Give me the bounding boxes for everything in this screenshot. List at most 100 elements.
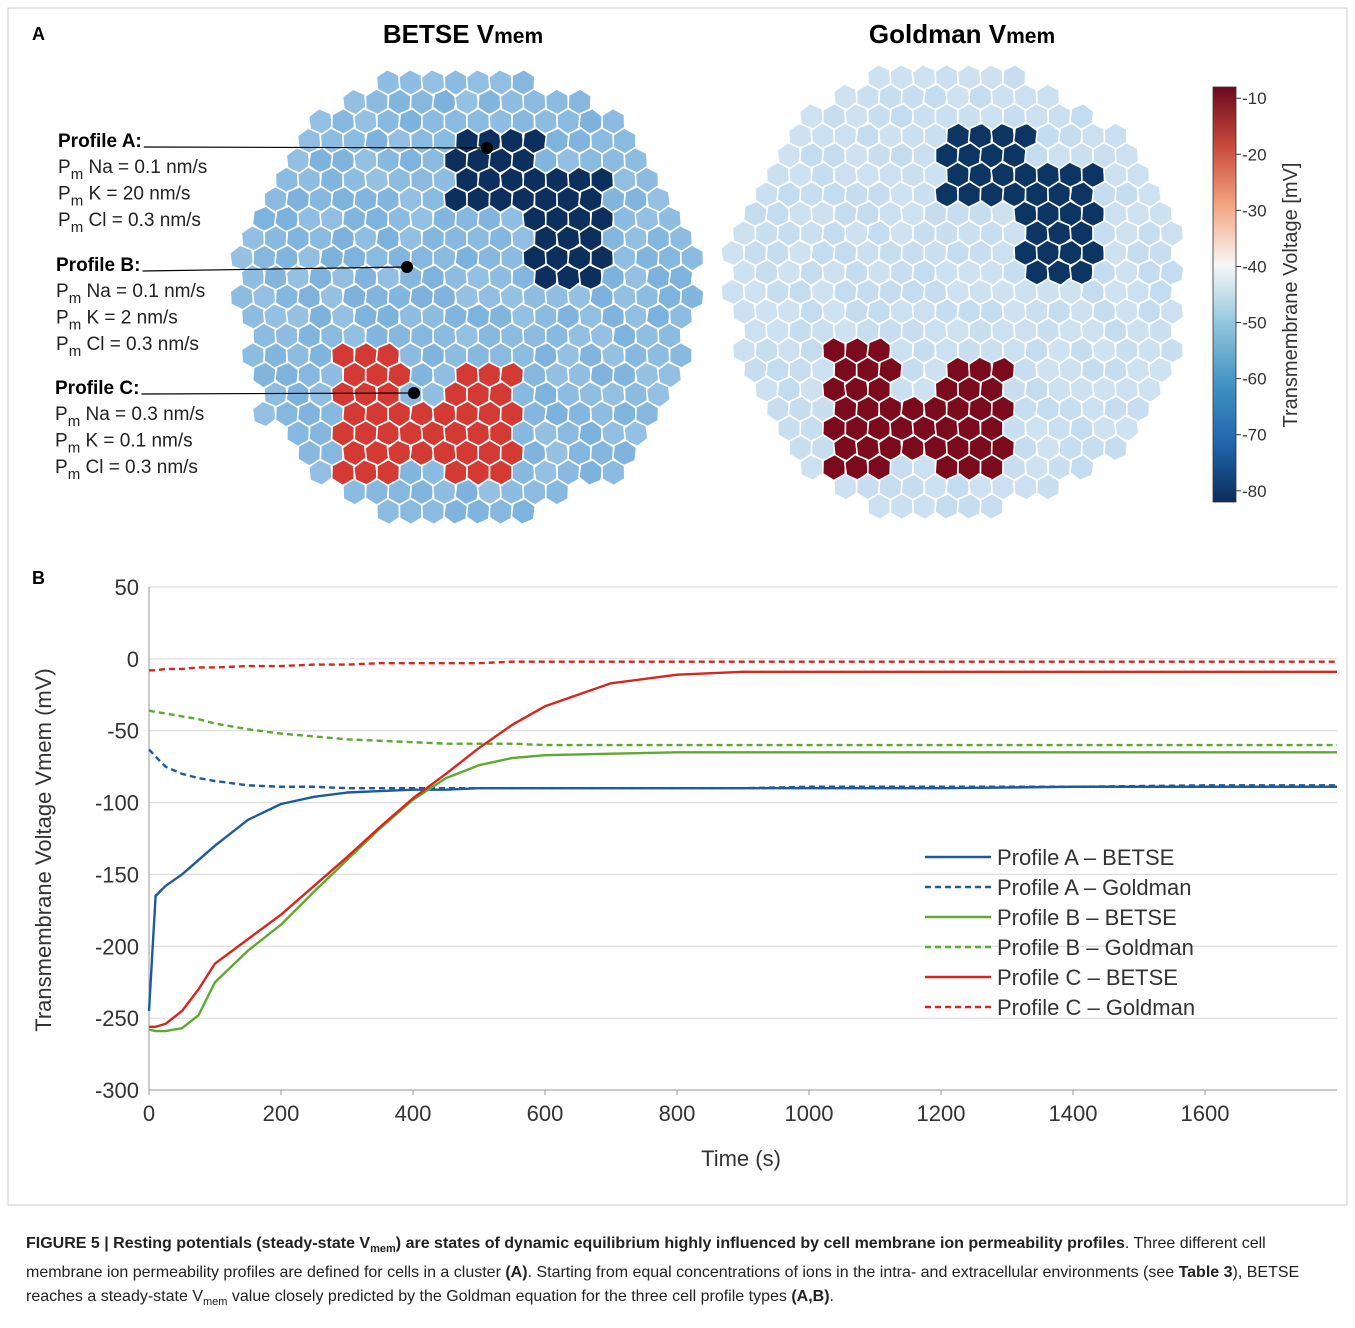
permeability-text: Na = 0.1 nm/s bbox=[81, 281, 205, 302]
caption-run: ), BETSE reaches a steady-state V bbox=[26, 1264, 1300, 1306]
symbol: P bbox=[55, 404, 68, 425]
x-tick-label: 200 bbox=[263, 1101, 300, 1126]
colorbar: -10 -20 -30 -40 -50 -60 -70 -80 Transmembrane Vo… bbox=[1212, 86, 1302, 503]
symbol-sub: m bbox=[71, 219, 84, 236]
symbol: P bbox=[58, 210, 71, 231]
y-tick-label: -50 bbox=[107, 719, 139, 744]
symbol-sub: m bbox=[71, 166, 84, 183]
permeability-line: Pm Cl = 0.3 nm/s bbox=[55, 457, 198, 483]
permeability-line: Pm K = 0.1 nm/s bbox=[55, 431, 193, 457]
caption-run: . Starting from equal concentrations of … bbox=[527, 1264, 1179, 1282]
permeability-line: Pm Cl = 0.3 nm/s bbox=[56, 334, 199, 360]
symbol-sub: m bbox=[68, 440, 81, 457]
colorbar-tick-label: -70 bbox=[1242, 426, 1267, 445]
y-tick-label: -250 bbox=[95, 1006, 139, 1031]
map-title-text: BETSE V bbox=[383, 19, 495, 49]
map-title: Goldman Vmem bbox=[869, 19, 1055, 49]
x-tick-label: 400 bbox=[395, 1101, 432, 1126]
symbol: P bbox=[56, 281, 69, 302]
permeability-line: Pm Na = 0.1 nm/s bbox=[58, 157, 207, 183]
series-line bbox=[149, 660, 1337, 672]
map-title-text: Goldman V bbox=[869, 19, 1007, 49]
cell bbox=[1102, 434, 1129, 462]
cell bbox=[1068, 453, 1095, 482]
cell bbox=[656, 361, 683, 389]
caption-run: . Three different cell membrane ion perm… bbox=[26, 1235, 1266, 1282]
caption-run: Table 3 bbox=[1178, 1264, 1233, 1282]
symbol: P bbox=[56, 308, 69, 329]
cell bbox=[979, 492, 1005, 521]
colorbar-tick-label: -30 bbox=[1242, 201, 1267, 220]
cell bbox=[1114, 414, 1140, 443]
y-tick-label: 0 bbox=[127, 647, 139, 672]
colorbar-tick-label: -20 bbox=[1242, 145, 1267, 164]
symbol: P bbox=[55, 431, 68, 452]
cell bbox=[398, 497, 423, 526]
map-title-sub: mem bbox=[494, 25, 543, 48]
cell bbox=[679, 244, 705, 272]
permeability-text: Cl = 0.3 nm/s bbox=[81, 334, 199, 355]
profile-marker bbox=[401, 261, 413, 273]
permeability-line: Pm Na = 0.3 nm/s bbox=[55, 404, 204, 430]
map-title: BETSE Vmem bbox=[383, 19, 543, 49]
symbol-sub: m bbox=[68, 413, 81, 430]
caption-run: (A) bbox=[505, 1264, 528, 1282]
profile-marker bbox=[481, 142, 493, 154]
cell bbox=[510, 497, 537, 526]
permeability-line: Pm K = 2 nm/s bbox=[56, 308, 178, 334]
cell bbox=[833, 473, 858, 501]
caption-run: value closely predicted by the Goldman e… bbox=[227, 1288, 792, 1306]
caption-run: (A,B) bbox=[791, 1288, 830, 1306]
profile-marker bbox=[408, 387, 420, 399]
leader-line bbox=[142, 266, 408, 272]
x-tick-label: 1600 bbox=[1181, 1101, 1230, 1126]
colorbar-tick-label: -10 bbox=[1242, 89, 1267, 108]
leader-line bbox=[141, 392, 415, 395]
profile-label: Profile C: bbox=[55, 378, 139, 399]
permeability-text: K = 0.1 nm/s bbox=[80, 431, 192, 452]
y-tick-label: -300 bbox=[95, 1078, 139, 1103]
x-tick-label: 1400 bbox=[1049, 1101, 1098, 1126]
x-tick-label: 800 bbox=[659, 1101, 696, 1126]
figure: A B BETSE Vmem Goldman Vmem Profile A:Pm… bbox=[7, 7, 1348, 1206]
cell bbox=[1159, 297, 1185, 326]
permeability-text: Cl = 0.3 nm/s bbox=[80, 457, 198, 478]
y-tick-label: -200 bbox=[95, 934, 139, 959]
symbol: P bbox=[58, 157, 71, 178]
profile-label: Profile A: bbox=[58, 131, 142, 152]
y-tick-label: -150 bbox=[95, 862, 139, 887]
cell bbox=[342, 478, 367, 506]
cell bbox=[375, 497, 401, 526]
caption-run: mem bbox=[370, 1243, 396, 1256]
colorbar-tick-label: -40 bbox=[1242, 257, 1267, 276]
colorbar-tick-label: -50 bbox=[1242, 314, 1267, 333]
permeability-line: Pm Cl = 0.3 nm/s bbox=[58, 210, 201, 236]
permeability-text: Na = 0.3 nm/s bbox=[80, 404, 204, 425]
map-title-sub: mem bbox=[1006, 25, 1055, 48]
series-line bbox=[148, 709, 1337, 747]
y-tick-label: 50 bbox=[115, 575, 139, 600]
cell bbox=[798, 453, 825, 482]
series-line bbox=[148, 751, 1337, 1033]
symbol-sub: m bbox=[69, 317, 82, 334]
cell bbox=[889, 492, 914, 521]
caption-run: mem bbox=[202, 1296, 228, 1309]
cell bbox=[251, 400, 278, 428]
permeability-text: Cl = 0.3 nm/s bbox=[83, 210, 201, 231]
permeability-line: Pm K = 20 nm/s bbox=[58, 184, 190, 210]
x-axis-label: Time (s) bbox=[701, 1146, 781, 1171]
cell bbox=[544, 478, 570, 506]
cell bbox=[601, 458, 626, 487]
frame bbox=[7, 7, 1348, 1206]
permeability-text: K = 20 nm/s bbox=[83, 184, 190, 205]
permeability-text: Na = 0.1 nm/s bbox=[83, 157, 207, 178]
legend-label: Profile A – Goldman bbox=[997, 875, 1191, 900]
cell bbox=[1147, 356, 1174, 384]
cell bbox=[1035, 473, 1061, 501]
cell-map bbox=[719, 63, 1185, 521]
cell bbox=[307, 458, 334, 487]
caption: FIGURE 5 | Resting potentials (steady-st… bbox=[26, 1232, 1336, 1314]
cell-maps bbox=[228, 63, 1185, 526]
x-tick-label: 1200 bbox=[917, 1101, 966, 1126]
